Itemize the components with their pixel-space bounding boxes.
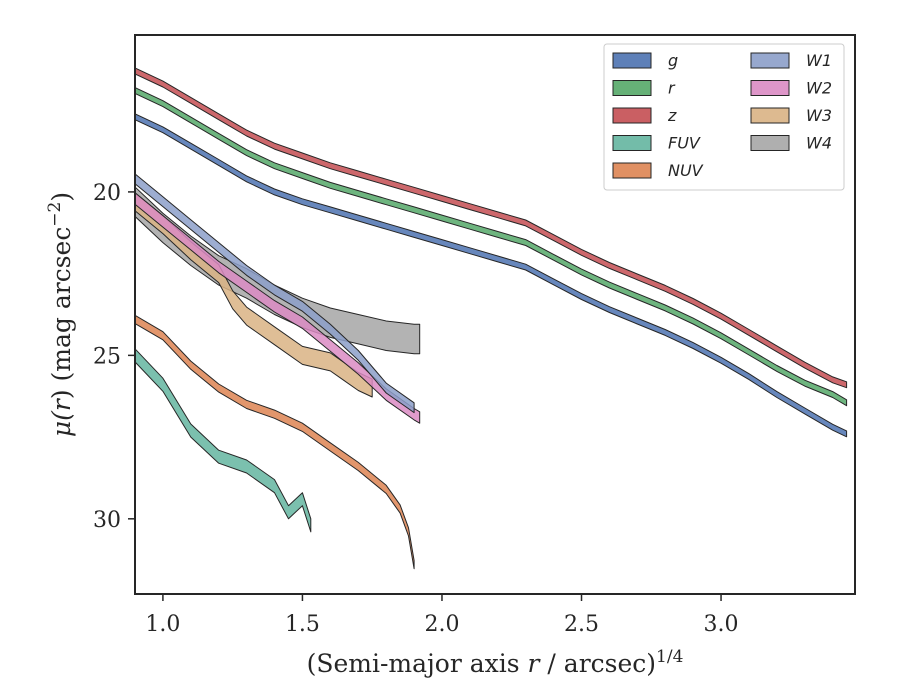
legend-label-W1: W1 <box>806 51 832 70</box>
x-tick-label: 2.0 <box>424 612 459 637</box>
series-band-W2 <box>135 192 421 424</box>
legend-swatch-FUV <box>612 135 652 151</box>
series-layer <box>135 67 848 570</box>
legend-swatch-W2 <box>750 80 790 96</box>
legend-swatch-W4 <box>750 135 790 151</box>
legend: grz FUV NUV W1 W2 W3 W4 <box>603 43 845 191</box>
legend-label-W4: W4 <box>806 134 832 153</box>
legend-swatch-g <box>612 52 652 69</box>
legend-swatch-r <box>612 80 652 96</box>
y-tick-label: 30 <box>93 508 121 533</box>
series-band-FUV <box>135 348 312 533</box>
legend-label-NUV: NUV <box>668 161 704 180</box>
legend-label-z: z <box>667 106 677 125</box>
series-band-z <box>135 67 848 389</box>
series-band-r <box>135 87 848 407</box>
series-band-NUV <box>135 314 415 570</box>
legend-swatch-z <box>612 107 652 124</box>
y-tick-label: 25 <box>93 344 121 369</box>
x-tick-label: 3.0 <box>704 612 739 637</box>
legend-swatch-NUV <box>612 162 652 179</box>
y-axis-ticks: 20 25 30 <box>93 181 135 533</box>
x-tick-label: 1.5 <box>285 612 320 637</box>
legend-label-FUV: FUV <box>668 134 701 153</box>
legend-label-W3: W3 <box>806 106 832 125</box>
x-tick-label: 1.0 <box>145 612 180 637</box>
x-axis-ticks: 1.0 1.5 2.0 2.5 3.0 <box>145 594 739 637</box>
legend-swatch-W1 <box>750 52 790 69</box>
legend-label-r: r <box>668 79 676 98</box>
legend-label-g: g <box>668 51 678 70</box>
plot-frame <box>134 34 856 595</box>
legend-swatch-W3 <box>750 107 790 124</box>
x-tick-label: 2.5 <box>564 612 599 637</box>
y-tick-label: 20 <box>93 181 121 206</box>
y-axis-label: μ(r) (mag arcsec−2) <box>45 192 76 437</box>
series-band-W1 <box>135 173 415 414</box>
legend-label-W2: W2 <box>806 79 832 98</box>
series-band-g <box>135 113 848 438</box>
x-axis-label: (Semi-major axis r / arcsec)1/4 <box>307 647 684 678</box>
